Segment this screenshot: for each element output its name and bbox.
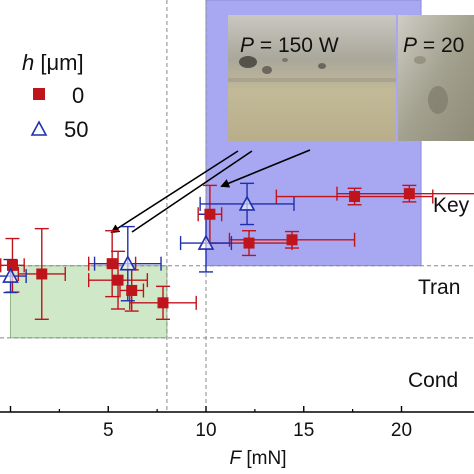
photo-150w: P = 150 W — [228, 15, 396, 141]
photo-label-1: P = 150 W — [240, 34, 339, 57]
point-s0-p3 — [112, 274, 124, 286]
region-label-cond: Cond — [408, 369, 458, 392]
data-points — [2, 188, 415, 309]
photo-200w: P = 20 — [398, 15, 474, 141]
x-tick-label-4: 20 — [391, 420, 412, 441]
point-s1-p2 — [197, 234, 215, 250]
threshold-lines — [0, 0, 474, 412]
point-s0-p10 — [403, 188, 415, 200]
region-label-key: Key — [433, 194, 470, 217]
region-labels: Key Tran Cond — [408, 194, 470, 392]
x-tick-label-1: 5 — [103, 420, 114, 441]
legend: h [μm] 0 50 — [22, 50, 88, 142]
point-s0-p9 — [349, 191, 361, 203]
point-s1-p1 — [119, 254, 137, 271]
legend-square-marker — [33, 88, 45, 100]
arrow-200w — [220, 149, 311, 188]
arrow-150w — [110, 150, 239, 234]
point-s1-p3 — [238, 195, 256, 211]
arrow-150w-b — [131, 150, 253, 233]
legend-entry-50: 50 — [64, 117, 88, 142]
inset-photos: P = 150 W P = 20 — [228, 15, 474, 141]
point-s0-p1 — [36, 268, 48, 280]
point-s0-p5 — [157, 297, 169, 309]
photo-arrows — [110, 149, 311, 234]
point-s0-p7 — [243, 237, 255, 249]
axes: 5 10 15 20 — [0, 406, 474, 441]
point-s0-p8 — [286, 234, 298, 246]
legend-triangle-marker — [30, 120, 48, 136]
x-tick-label-3: 15 — [293, 420, 314, 441]
point-s1-p0 — [2, 267, 19, 283]
x-tick-label-2: 10 — [195, 420, 216, 441]
legend-title: h [μm] — [22, 50, 84, 75]
point-s0-p6 — [204, 208, 216, 220]
legend-entry-0: 0 — [72, 83, 84, 108]
x-axis-label: F [mN] — [230, 448, 287, 469]
point-s0-p0 — [6, 259, 18, 271]
region-label-tran: Tran — [418, 276, 460, 299]
photo-label-2: P = 20 — [403, 34, 464, 57]
point-s0-p4 — [126, 284, 138, 296]
point-s0-p2 — [106, 258, 118, 270]
x-ticks: 5 10 15 20 — [9, 406, 412, 441]
